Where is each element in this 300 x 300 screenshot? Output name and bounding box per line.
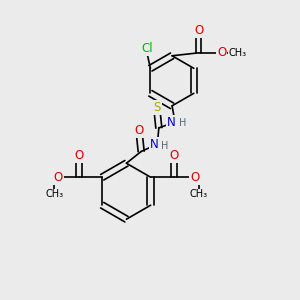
Text: O: O <box>74 149 83 162</box>
Text: O: O <box>134 124 144 137</box>
Text: Cl: Cl <box>142 42 153 55</box>
Text: CH₃: CH₃ <box>45 189 63 199</box>
Text: O: O <box>194 24 203 37</box>
Text: CH₃: CH₃ <box>190 189 208 199</box>
Text: O: O <box>217 46 226 59</box>
Text: S: S <box>153 101 161 114</box>
Text: N: N <box>149 138 158 151</box>
Text: CH₃: CH₃ <box>229 48 247 58</box>
Text: O: O <box>169 149 179 162</box>
Text: O: O <box>190 171 199 184</box>
Text: H: H <box>179 118 186 128</box>
Text: N: N <box>167 116 176 129</box>
Text: H: H <box>161 141 169 151</box>
Text: O: O <box>54 171 63 184</box>
